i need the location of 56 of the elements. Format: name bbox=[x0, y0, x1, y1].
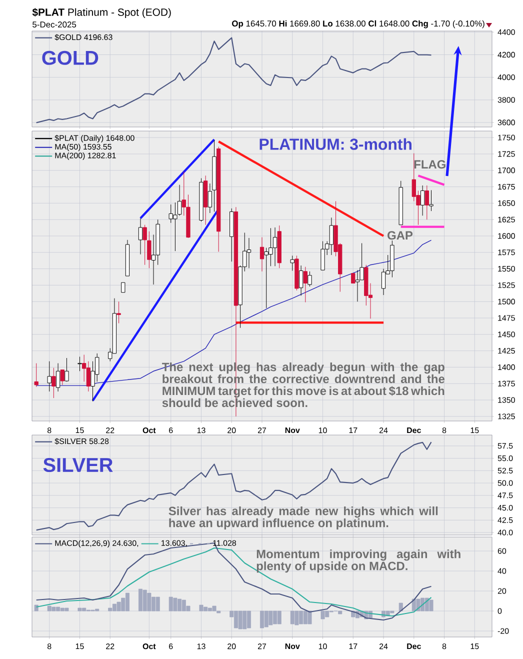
candlestick bbox=[320, 240, 325, 270]
bar bbox=[212, 606, 216, 612]
bar bbox=[246, 610, 251, 628]
bar bbox=[277, 610, 282, 624]
candlestick bbox=[64, 358, 69, 382]
candlestick bbox=[272, 227, 278, 266]
candlestick bbox=[142, 224, 147, 266]
bar bbox=[308, 610, 312, 624]
candlestick bbox=[424, 185, 429, 220]
candlestick bbox=[329, 217, 334, 256]
bar bbox=[64, 608, 69, 612]
text: Op 1645.70 Hi 1669.80 Lo 1638.00 Cl 1648.00 Chg -1.70 (-0.10%) bbox=[232, 20, 484, 28]
bar bbox=[199, 604, 204, 612]
candlestick bbox=[52, 368, 56, 398]
candlestick bbox=[429, 190, 434, 212]
candlestick bbox=[351, 273, 356, 284]
candlestick bbox=[290, 255, 294, 272]
annotation: GOLD bbox=[42, 50, 98, 65]
candlestick bbox=[47, 361, 52, 392]
candlestick bbox=[34, 363, 38, 388]
bar bbox=[156, 596, 160, 612]
annotation: FLAG bbox=[414, 160, 446, 169]
candlestick bbox=[260, 237, 264, 272]
candlestick bbox=[303, 266, 308, 302]
chart-title: $PLAT Platinum - Spot (EOD) bbox=[32, 8, 171, 18]
annotation: PLATINUM: 3-month bbox=[260, 138, 412, 150]
candlestick bbox=[56, 363, 60, 392]
candlestick bbox=[246, 238, 252, 268]
bar bbox=[125, 592, 130, 612]
annotation: SILVER bbox=[43, 458, 113, 472]
annotation: Momentum improving again with plenty of upside on MACD. bbox=[256, 549, 460, 573]
candlestick bbox=[420, 185, 425, 216]
candlestick bbox=[60, 370, 64, 386]
candlestick bbox=[121, 282, 126, 293]
candlestick bbox=[298, 265, 304, 296]
bar bbox=[338, 610, 342, 614]
candlestick bbox=[138, 218, 143, 255]
bar bbox=[294, 610, 299, 626]
candlestick bbox=[381, 268, 386, 296]
candlestick bbox=[355, 270, 360, 302]
candlestick bbox=[86, 361, 90, 392]
chart-subtitle: 5-Dec-2025 bbox=[32, 22, 76, 28]
annotation: Silver has already made new highs which will have an upward influence on platinum. bbox=[168, 506, 438, 530]
candlestick bbox=[177, 184, 182, 216]
candlestick bbox=[116, 301, 121, 324]
bar bbox=[108, 608, 112, 612]
candlestick bbox=[90, 361, 95, 402]
bar bbox=[260, 610, 264, 628]
bar bbox=[320, 610, 325, 620]
candlestick bbox=[78, 356, 82, 372]
annotation: GAP bbox=[388, 231, 413, 240]
bar bbox=[78, 608, 82, 612]
candlestick bbox=[308, 271, 312, 287]
candlestick bbox=[147, 231, 152, 268]
bar bbox=[34, 604, 38, 612]
bar bbox=[429, 600, 434, 612]
